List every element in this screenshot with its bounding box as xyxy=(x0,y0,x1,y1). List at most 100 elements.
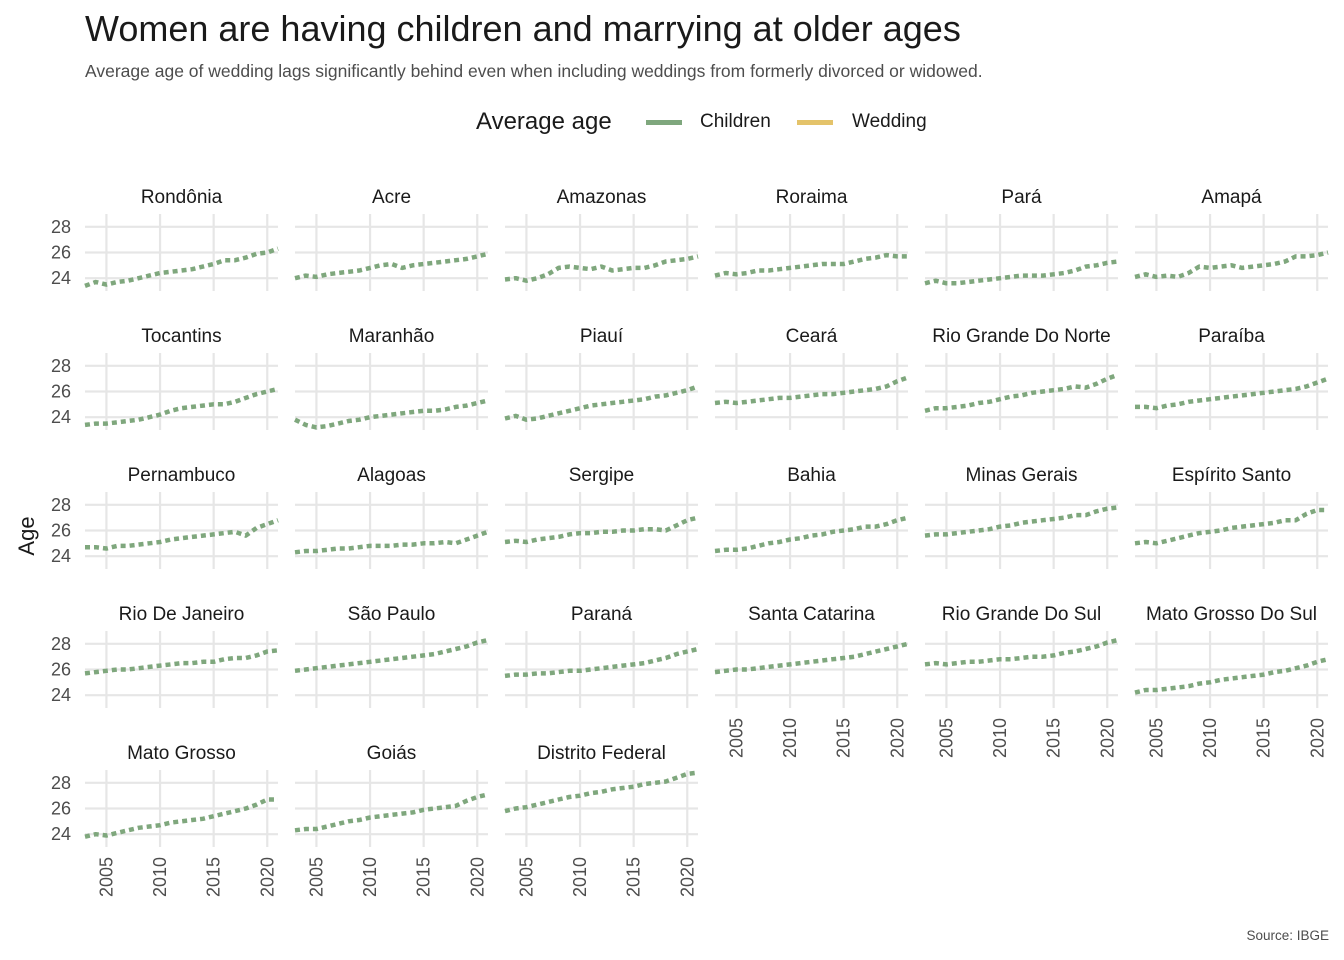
x-tick-label: 2005 xyxy=(96,857,116,897)
panel-mato-grosso-do-sul: Mato Grosso Do Sul 2005 2010 2015 2020 xyxy=(1134,604,1329,758)
panel-espirito-santo: Espírito Santo xyxy=(1134,465,1328,569)
panel-title: Maranhão xyxy=(349,326,435,347)
x-tick-label: 2005 xyxy=(936,718,956,758)
panel-alagoas: Alagoas xyxy=(294,465,489,569)
panel-title: Goiás xyxy=(367,743,417,764)
y-tick-label: 26 xyxy=(51,660,71,680)
panel-title: Mato Grosso Do Sul xyxy=(1146,604,1317,625)
panel-paraiba: Paraíba xyxy=(1135,326,1329,430)
panel-goias: Goiás 2005 2010 2015 2020 xyxy=(294,743,489,897)
y-tick-label: 28 xyxy=(51,773,71,793)
y-tick-label: 28 xyxy=(51,495,71,515)
y-tick-label: 26 xyxy=(51,382,71,402)
panel-rio-de-janeiro: Rio De Janeiro 24 26 28 xyxy=(51,604,279,708)
y-tick-label: 24 xyxy=(51,407,71,427)
panel-title: Rio De Janeiro xyxy=(119,604,245,625)
legend: Average age Children Wedding xyxy=(0,106,1344,140)
series-children-line xyxy=(714,641,909,675)
y-tick-label: 28 xyxy=(51,634,71,654)
panel-title: Distrito Federal xyxy=(537,743,666,764)
x-tick-label: 2010 xyxy=(570,857,590,897)
chart-subtitle: Average age of wedding lags significantl… xyxy=(85,61,983,81)
y-tick-label: 28 xyxy=(51,217,71,237)
legend-label-wedding: Wedding xyxy=(852,111,927,132)
x-tick-label: 2020 xyxy=(1307,718,1327,758)
series-children-line xyxy=(294,529,489,555)
panel-title: Amapá xyxy=(1201,187,1262,208)
legend-key-children xyxy=(646,120,682,125)
x-tick-label: 2010 xyxy=(150,857,170,897)
panel-para: Pará xyxy=(924,187,1119,291)
y-tick-label: 28 xyxy=(51,356,71,376)
series-children-line xyxy=(924,505,1119,538)
series-children-line xyxy=(924,637,1119,667)
series-children-line xyxy=(924,372,1119,413)
x-tick-label: 2020 xyxy=(887,718,907,758)
panel-rio-grande-do-sul: Rio Grande Do Sul 2005 2010 2015 2020 xyxy=(924,604,1119,758)
series-children-line xyxy=(504,646,699,679)
panel-title: Acre xyxy=(372,187,411,208)
panel-acre: Acre xyxy=(294,187,489,291)
y-tick-label: 24 xyxy=(51,268,71,288)
panel-parana: Paraná xyxy=(504,604,699,708)
series-children-line xyxy=(714,515,909,554)
y-tick-label: 26 xyxy=(51,799,71,819)
x-tick-label: 2005 xyxy=(726,718,746,758)
panel-amapa: Amapá xyxy=(1134,187,1329,291)
panel-maranhao: Maranhão xyxy=(294,326,489,430)
panel-title: Paraíba xyxy=(1198,326,1265,347)
y-axis-title: Age xyxy=(14,516,39,555)
panel-title: Tocantins xyxy=(141,326,221,347)
panel-title: Roraima xyxy=(776,187,848,208)
x-tick-label: 2015 xyxy=(834,718,854,758)
panel-rio-grande-do-norte: Rio Grande Do Norte xyxy=(924,326,1119,430)
panel-title: Mato Grosso xyxy=(127,743,236,764)
panel-ceara: Ceará xyxy=(714,326,909,430)
panel-bahia: Bahia xyxy=(714,465,909,569)
panel-title: Sergipe xyxy=(569,465,635,486)
series-children-line xyxy=(294,398,489,430)
panel-sergipe: Sergipe xyxy=(504,465,699,569)
panel-title: Minas Gerais xyxy=(966,465,1078,486)
panel-sao-paulo: São Paulo xyxy=(294,604,489,708)
panel-distrito-federal: Distrito Federal 2005 2010 2015 2020 xyxy=(504,743,699,897)
x-tick-label: 2015 xyxy=(1254,718,1274,758)
y-tick-label: 24 xyxy=(51,546,71,566)
panel-title: Rondônia xyxy=(141,187,223,208)
series-children-line xyxy=(1134,250,1329,280)
panel-title: Bahia xyxy=(787,465,836,486)
x-tick-label: 2020 xyxy=(1097,718,1117,758)
series-children-line xyxy=(924,259,1119,286)
x-tick-label: 2020 xyxy=(677,857,697,897)
panel-title: Espírito Santo xyxy=(1172,465,1291,486)
series-children-line xyxy=(84,386,279,428)
panel-title: Alagoas xyxy=(357,465,426,486)
legend-title: Average age xyxy=(476,108,612,135)
panel-title: Ceará xyxy=(786,326,838,347)
x-tick-label: 2015 xyxy=(1044,718,1064,758)
series-children-line xyxy=(504,384,699,422)
x-tick-label: 2005 xyxy=(1146,718,1166,758)
x-tick-label: 2010 xyxy=(990,718,1010,758)
series-children-line xyxy=(294,251,489,281)
caption: Source: IBGE xyxy=(1246,928,1329,943)
legend-label-children: Children xyxy=(700,111,771,132)
panel-amazonas: Amazonas xyxy=(504,187,699,291)
panel-tocantins: Tocantins 24 26 28 xyxy=(51,326,279,430)
chart-title: Women are having children and marrying a… xyxy=(85,8,961,49)
x-tick-label: 2010 xyxy=(1200,718,1220,758)
x-tick-label: 2015 xyxy=(204,857,224,897)
x-tick-label: 2010 xyxy=(780,718,800,758)
series-children-line xyxy=(504,770,699,814)
panel-title: Rio Grande Do Sul xyxy=(942,604,1101,625)
panel-title: Piauí xyxy=(580,326,624,347)
panel-title: Amazonas xyxy=(557,187,647,208)
panel-santa-catarina: Santa Catarina 2005 2010 2015 2020 xyxy=(714,604,909,758)
x-tick-label: 2005 xyxy=(516,857,536,897)
series-children-line xyxy=(1134,507,1328,546)
series-children-line xyxy=(294,792,489,833)
series-children-line xyxy=(84,246,279,289)
panel-rondonia: Rondônia 24 26 28 xyxy=(51,187,279,291)
panel-title: Pernambuco xyxy=(128,465,236,486)
